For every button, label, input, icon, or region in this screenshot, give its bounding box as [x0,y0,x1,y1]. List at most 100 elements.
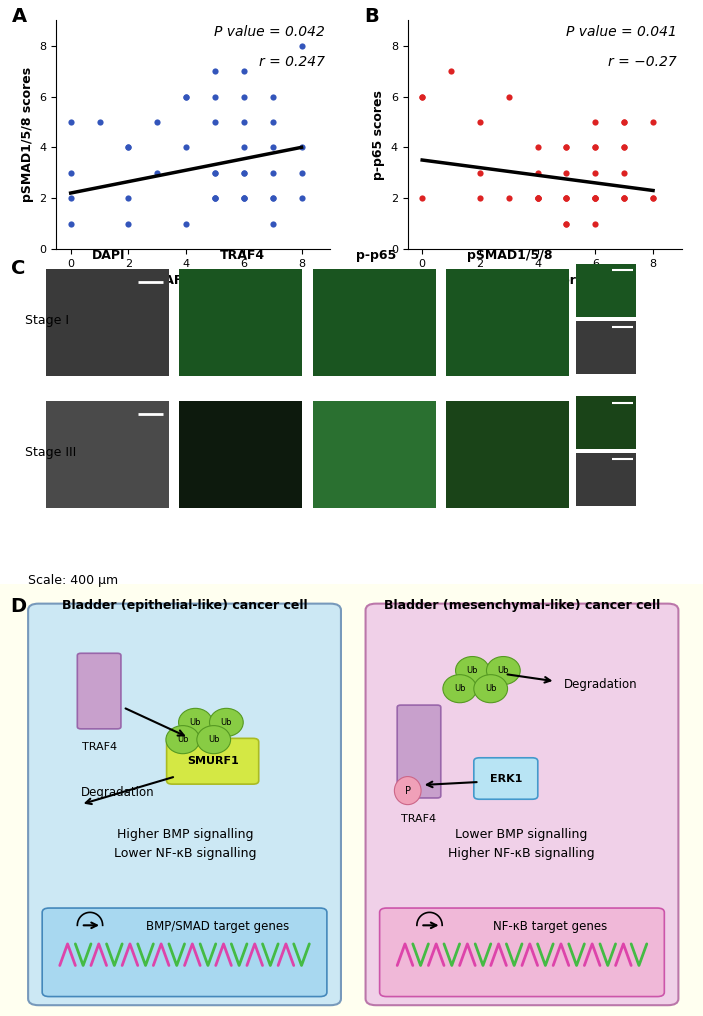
Text: TRAF4: TRAF4 [82,742,117,752]
Point [238,139,250,155]
Point [181,88,192,105]
Point [296,165,307,181]
Ellipse shape [209,708,243,737]
Point [647,114,659,130]
Point [65,190,77,206]
Text: Bladder (epithelial-like) cancer cell: Bladder (epithelial-like) cancer cell [62,599,308,613]
X-axis label: TRAF4 scores: TRAF4 scores [146,274,240,288]
Point [209,63,221,79]
Ellipse shape [456,656,489,685]
Point [590,190,601,206]
Point [590,165,601,181]
Point [417,88,428,105]
Point [209,165,221,181]
Point [209,190,221,206]
Text: C: C [11,259,25,278]
Point [561,215,572,232]
Ellipse shape [443,675,477,703]
Text: P value = 0.041: P value = 0.041 [565,25,676,39]
Ellipse shape [474,675,508,703]
Point [296,139,307,155]
Point [209,88,221,105]
Point [590,190,601,206]
Point [238,165,250,181]
Ellipse shape [179,708,212,737]
Text: ERK1: ERK1 [489,773,522,783]
Point [561,190,572,206]
FancyBboxPatch shape [366,604,678,1005]
Text: NF-κB target genes: NF-κB target genes [493,920,607,933]
Point [152,165,163,181]
FancyBboxPatch shape [167,739,259,784]
Point [209,190,221,206]
Y-axis label: pSMAD1/5/8 scores: pSMAD1/5/8 scores [21,67,34,202]
Text: BMP/SMAD target genes: BMP/SMAD target genes [146,920,290,933]
Point [503,88,515,105]
Point [619,114,630,130]
Point [590,190,601,206]
Point [475,190,486,206]
Point [503,190,515,206]
Point [561,190,572,206]
Point [475,165,486,181]
Point [417,88,428,105]
Point [561,165,572,181]
FancyBboxPatch shape [380,908,664,997]
Text: Degradation: Degradation [565,678,638,691]
Text: B: B [364,7,379,25]
Point [267,190,278,206]
Point [181,139,192,155]
Text: Ub: Ub [221,718,232,726]
Point [238,190,250,206]
Text: P value = 0.042: P value = 0.042 [214,25,325,39]
Point [619,165,630,181]
Point [123,139,134,155]
Point [590,139,601,155]
Point [123,215,134,232]
Text: Bladder (mesenchymal-like) cancer cell: Bladder (mesenchymal-like) cancer cell [384,599,659,613]
Point [590,215,601,232]
Point [417,190,428,206]
Point [561,190,572,206]
Point [475,114,486,130]
Text: Ub: Ub [208,736,219,744]
Point [561,139,572,155]
Point [267,215,278,232]
Text: p-p65: p-p65 [356,249,396,262]
Text: Stage III: Stage III [25,446,76,458]
Point [532,165,543,181]
Text: Ub: Ub [454,684,465,693]
Text: Ub: Ub [498,666,509,675]
Point [267,114,278,130]
Point [590,139,601,155]
Point [561,215,572,232]
Y-axis label: p-p65 scores: p-p65 scores [373,89,385,180]
Point [123,139,134,155]
Point [619,190,630,206]
FancyBboxPatch shape [77,653,121,728]
Point [267,165,278,181]
Point [619,190,630,206]
Point [238,165,250,181]
Text: r = −0.27: r = −0.27 [607,55,676,69]
Point [238,190,250,206]
FancyBboxPatch shape [474,758,538,800]
Text: P: P [405,785,411,796]
Point [209,114,221,130]
Text: DAPI: DAPI [92,249,126,262]
Ellipse shape [394,776,421,805]
Point [152,114,163,130]
Text: Lower BMP signalling
Higher NF-κB signalling: Lower BMP signalling Higher NF-κB signal… [449,828,595,861]
Point [619,139,630,155]
Point [123,190,134,206]
Text: Ub: Ub [485,684,496,693]
Point [267,190,278,206]
Point [296,38,307,54]
Point [267,139,278,155]
Point [532,190,543,206]
Ellipse shape [166,725,200,754]
Point [209,165,221,181]
Text: Higher BMP signalling
Lower NF-κB signalling: Higher BMP signalling Lower NF-κB signal… [114,828,256,861]
Text: Scale: 400 μm: Scale: 400 μm [28,574,118,587]
Point [619,114,630,130]
